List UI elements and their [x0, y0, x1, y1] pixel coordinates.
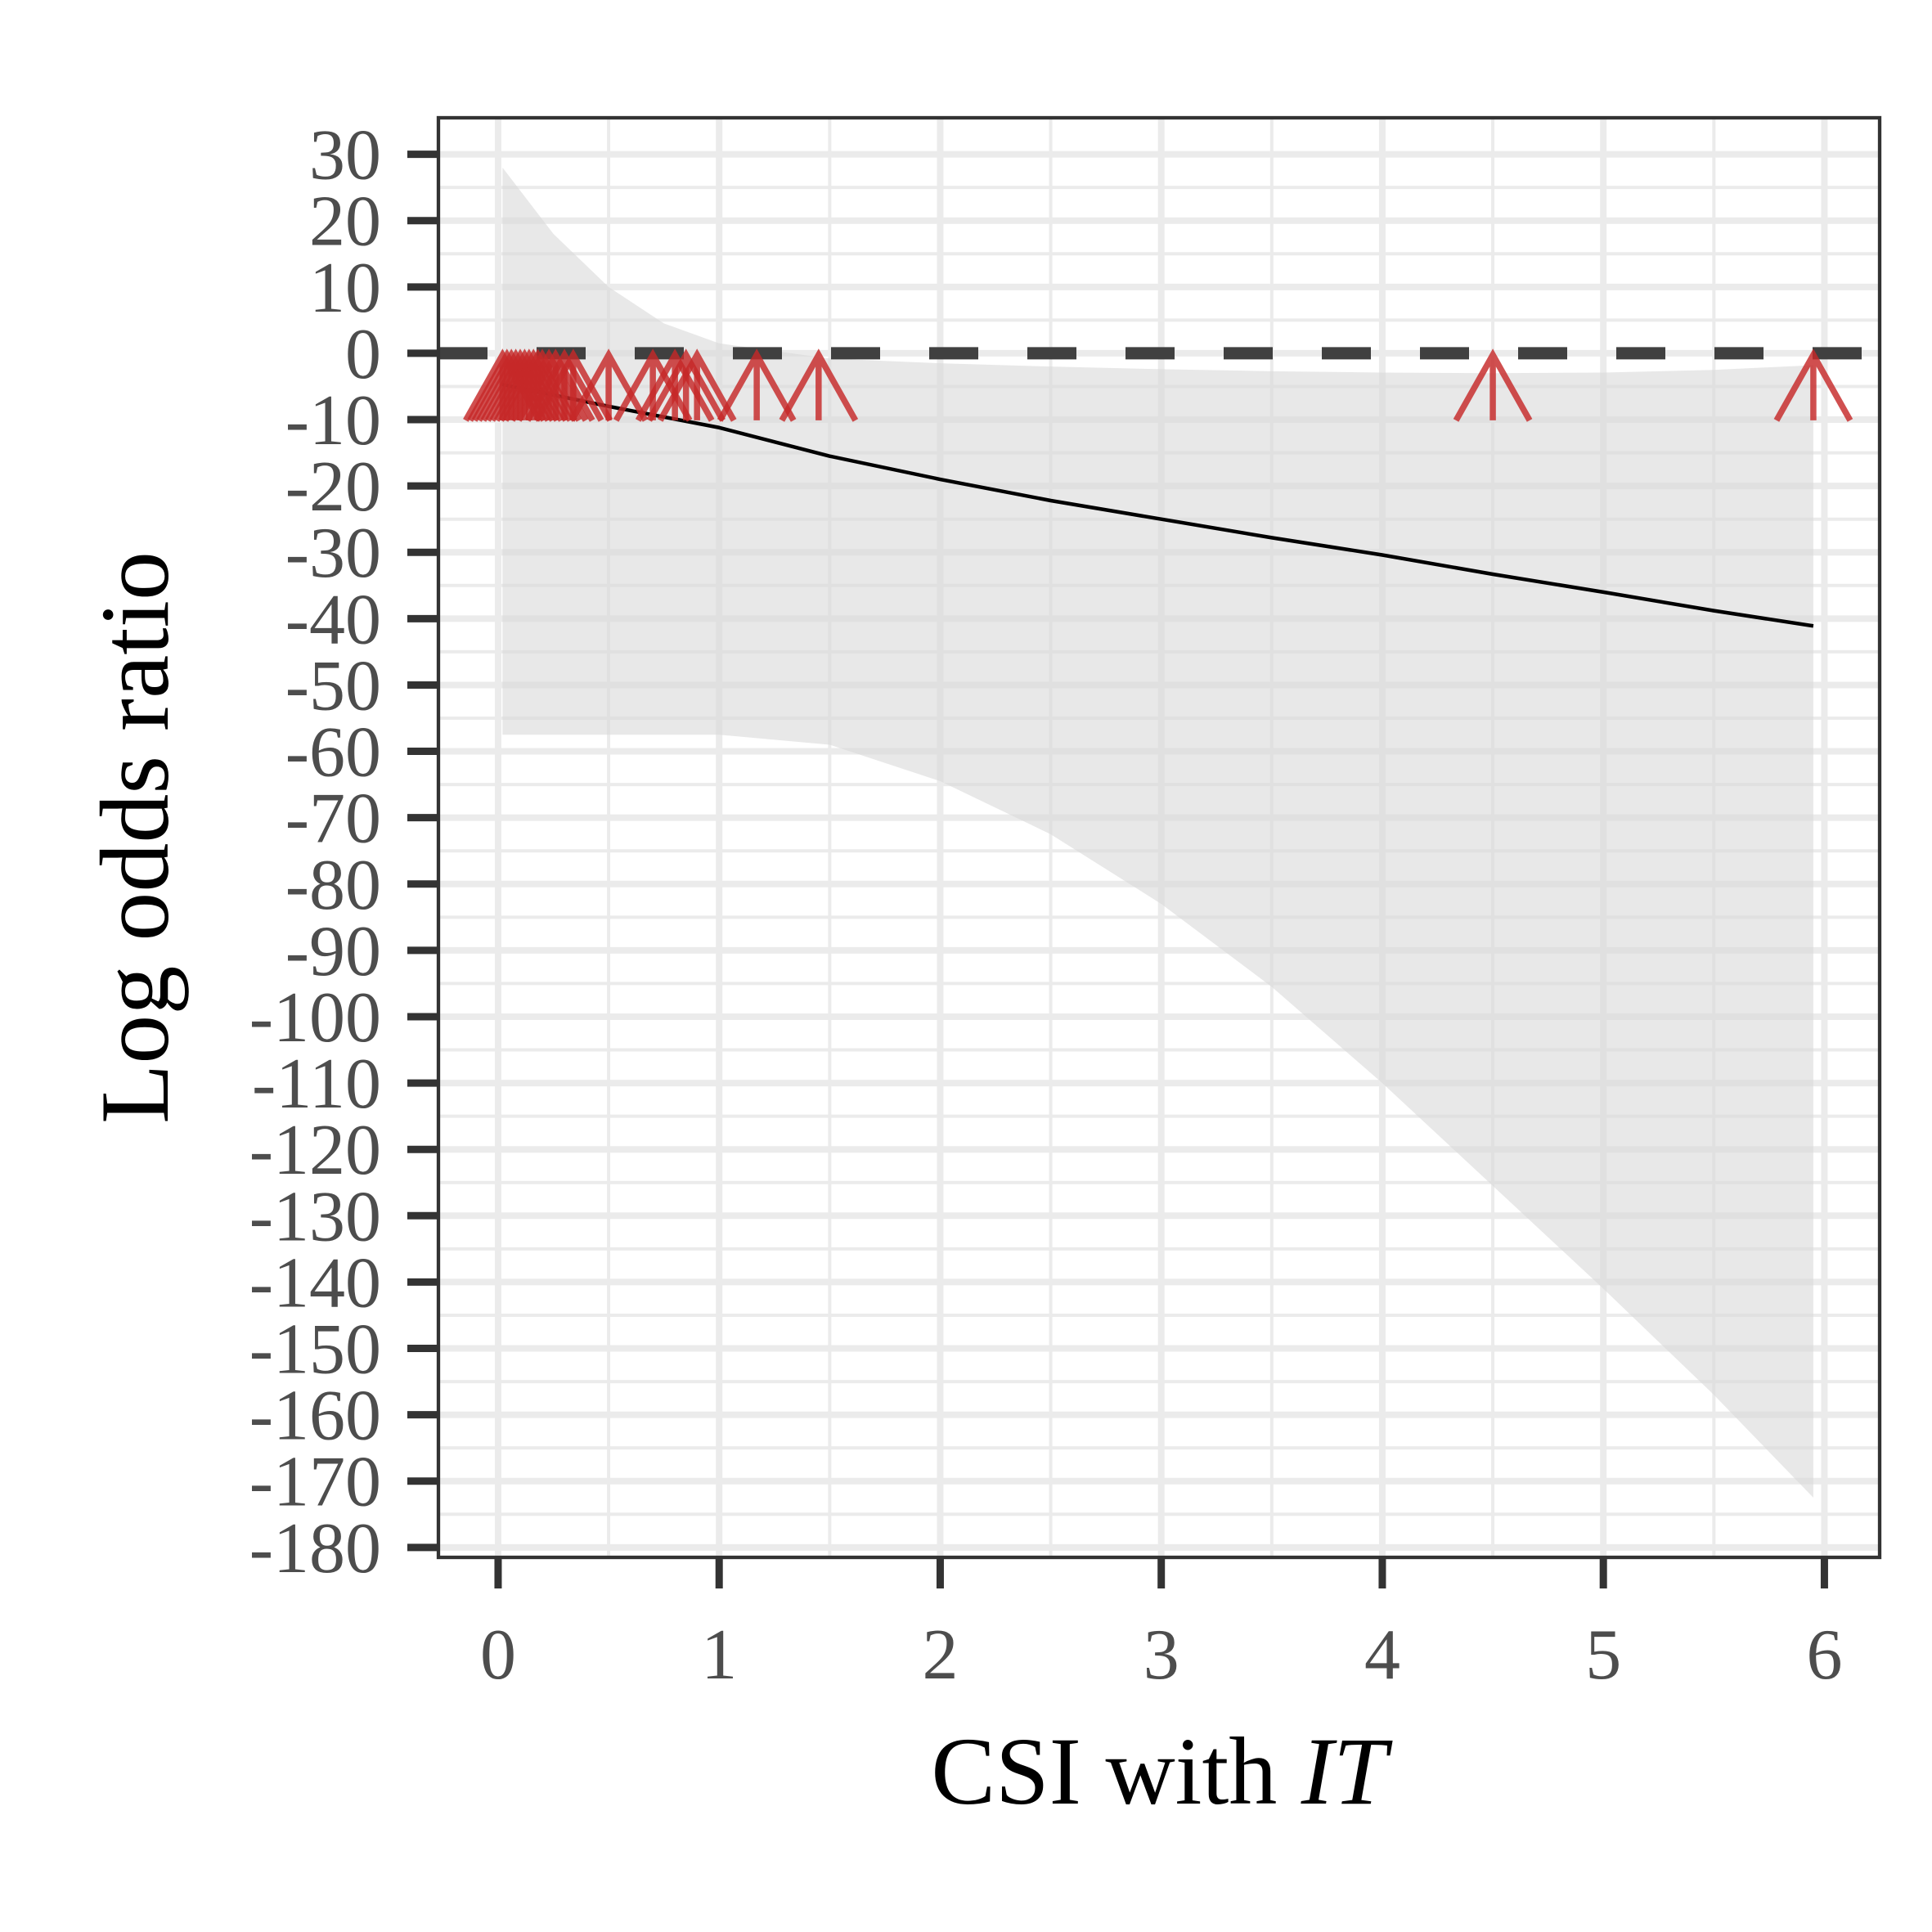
confidence-band	[502, 167, 1813, 1498]
y-tick-label: -160	[249, 1377, 381, 1456]
y-tick-label: -120	[249, 1111, 381, 1190]
rug-marker-layer	[463, 348, 1853, 422]
rug-arrow-marker	[779, 348, 859, 422]
y-tick-label: 10	[309, 249, 381, 328]
x-axis-title: CSI with IT	[931, 1718, 1393, 1825]
rug-arrow-marker	[533, 348, 613, 422]
fit-line-layer	[501, 382, 1814, 628]
y-tick-label: -130	[249, 1177, 381, 1256]
y-tick-label: -180	[249, 1509, 381, 1588]
y-tick-label: -110	[252, 1045, 381, 1124]
y-tick-label: -10	[285, 381, 381, 461]
x-tick-label: 0	[480, 1615, 516, 1695]
y-tick-label: -90	[285, 912, 381, 991]
confidence-band-layer	[502, 167, 1813, 1498]
y-tick-label: 20	[309, 182, 381, 262]
x-tick-label: 5	[1585, 1615, 1621, 1695]
rug-arrow-marker	[717, 348, 797, 422]
rug-arrow-marker	[657, 348, 737, 422]
x-tick-label: 1	[701, 1615, 737, 1695]
x-tick-label: 2	[922, 1615, 958, 1695]
rug-arrow-marker	[646, 348, 726, 422]
x-tick-label: 6	[1806, 1615, 1842, 1695]
rug-arrow-marker	[1773, 348, 1853, 422]
y-tick-label: 0	[345, 315, 381, 394]
y-tick-label: -140	[249, 1243, 381, 1323]
x-axis-title-italic: IT	[1301, 1718, 1393, 1825]
y-tick-label: -170	[249, 1443, 381, 1522]
y-tick-label: -20	[285, 447, 381, 527]
y-tick-label: -50	[285, 646, 381, 726]
y-axis-title: Log odds ratio	[80, 551, 189, 1124]
y-tick-label: -60	[285, 713, 381, 793]
y-tick-label: -30	[285, 514, 381, 593]
y-tick-label: -70	[285, 780, 381, 859]
x-tick-label: 4	[1364, 1615, 1400, 1695]
rug-arrow-marker	[568, 348, 649, 422]
y-tick-label: -100	[249, 978, 381, 1058]
y-tick-label: -80	[285, 846, 381, 925]
y-tick-label: 30	[309, 116, 381, 195]
y-axis: 3020100-10-20-30-40-50-60-70-80-90-100-1…	[249, 116, 438, 1588]
fit-line	[501, 382, 1814, 628]
x-tick-label: 3	[1143, 1615, 1179, 1695]
x-axis-title-main: CSI with	[931, 1718, 1301, 1825]
y-tick-label: -40	[285, 580, 381, 659]
rug-arrow-marker	[1453, 348, 1533, 422]
x-axis: 0 1 2 3 4 5 6	[480, 1557, 1842, 1695]
y-tick-label: -150	[249, 1310, 381, 1390]
